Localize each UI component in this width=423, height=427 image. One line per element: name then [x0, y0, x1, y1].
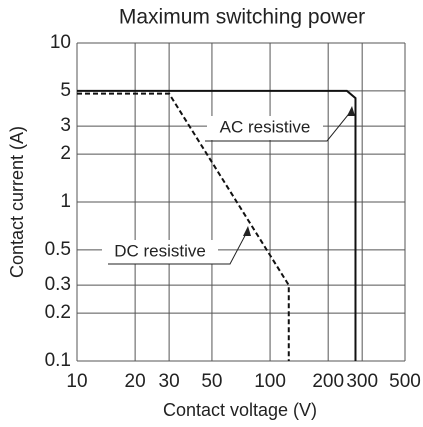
y-tick-label: 0.2	[45, 302, 71, 323]
series-line	[77, 92, 290, 361]
x-tick-label: 30	[159, 371, 180, 392]
chart-title: Maximum switching power	[119, 6, 365, 29]
y-tick-label: 5	[60, 80, 71, 101]
y-tick-label: 10	[50, 32, 71, 53]
annotation-bg	[102, 240, 218, 264]
x-tick-label: 300	[346, 371, 378, 392]
y-tick-label: 3	[60, 115, 71, 136]
annotation-arrow	[347, 106, 355, 116]
annotation-label: AC resistive	[220, 117, 311, 136]
y-tick-label: 0.5	[45, 239, 71, 260]
x-tick-label: 500	[389, 371, 421, 392]
annotation-arrow	[243, 226, 251, 236]
series-line	[77, 89, 357, 361]
y-tick-label: 0.1	[45, 350, 71, 371]
x-tick-label: 50	[201, 371, 222, 392]
y-tick-label: 1	[60, 191, 71, 212]
annotation-leader	[108, 229, 249, 265]
x-tick-label: 200	[312, 371, 344, 392]
annotation-leader	[205, 109, 353, 142]
x-tick-label: 20	[125, 371, 146, 392]
y-axis-label: Contact current (A)	[7, 126, 27, 278]
y-tick-label: 2	[60, 143, 71, 164]
x-tick-label: 100	[254, 371, 286, 392]
x-axis-label: Contact voltage (V)	[163, 400, 317, 420]
annotation-bg	[207, 116, 323, 140]
annotation-label: DC resistive	[114, 241, 206, 260]
x-tick-label: 10	[66, 371, 87, 392]
y-tick-label: 0.3	[45, 274, 71, 295]
